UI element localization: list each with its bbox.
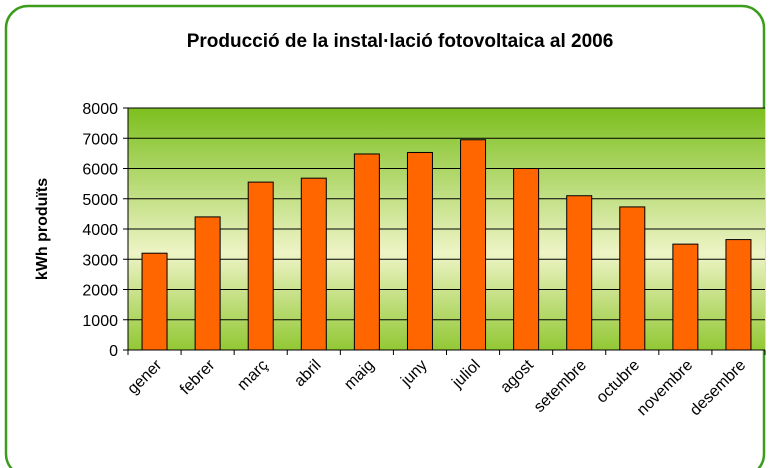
y-tick-label: 6000 — [82, 162, 118, 179]
bar — [672, 243, 699, 351]
bar — [194, 216, 221, 351]
bar — [566, 195, 593, 351]
y-tick-label: 0 — [109, 343, 118, 360]
bar — [619, 206, 646, 351]
y-tick-label: 4000 — [82, 222, 118, 239]
bar — [300, 177, 327, 351]
bar — [460, 139, 487, 351]
bar — [353, 153, 380, 351]
bar — [725, 239, 752, 351]
chart-title: Producció de la instal·lació fotovoltaic… — [187, 31, 614, 52]
bar — [247, 181, 274, 351]
y-tick-label: 3000 — [82, 252, 118, 269]
y-tick-label: 8000 — [82, 101, 118, 118]
y-tick-label: 1000 — [82, 313, 118, 330]
y-tick-label: 2000 — [82, 283, 118, 300]
y-tick-label: 5000 — [82, 192, 118, 209]
y-tick-label: 7000 — [82, 131, 118, 148]
y-axis-label: kWh produïts — [34, 178, 51, 280]
bar — [406, 151, 433, 351]
bar — [513, 168, 540, 351]
bar — [141, 252, 168, 351]
